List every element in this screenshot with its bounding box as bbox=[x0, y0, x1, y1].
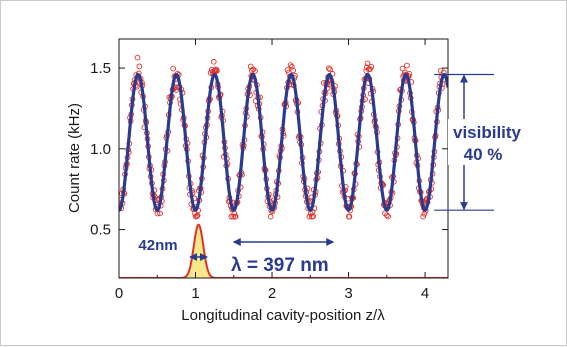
x-tick-label: 2 bbox=[268, 285, 276, 302]
data-point bbox=[382, 210, 388, 217]
x-tick-label: 0 bbox=[115, 285, 123, 302]
data-point bbox=[134, 54, 141, 61]
y-tick-label: 0.5 bbox=[90, 222, 111, 239]
fit-curve bbox=[119, 72, 448, 212]
data-point bbox=[368, 63, 375, 70]
data-point bbox=[399, 65, 406, 72]
data-point bbox=[214, 67, 220, 74]
data-point bbox=[287, 62, 294, 68]
x-axis-label: Longitudinal cavity-position z/λ bbox=[181, 307, 385, 324]
visibility-label: visibility bbox=[453, 123, 522, 142]
data-point bbox=[385, 213, 392, 220]
data-point bbox=[136, 63, 143, 70]
x-tick-label: 1 bbox=[191, 285, 199, 302]
visibility-label-bg bbox=[448, 119, 528, 165]
data-point bbox=[284, 67, 291, 73]
y-axis-label: Count rate (kHz) bbox=[66, 103, 83, 213]
y-tick-label: 1.0 bbox=[90, 141, 111, 158]
data-point bbox=[306, 213, 313, 220]
x-tick-label: 3 bbox=[344, 285, 352, 302]
gaussian-fill bbox=[171, 224, 226, 278]
data-point bbox=[267, 213, 274, 220]
data-point bbox=[230, 213, 236, 220]
x-tick-label: 4 bbox=[421, 285, 429, 302]
wavelength-label: λ = 397 nm bbox=[231, 255, 329, 276]
data-point bbox=[421, 210, 428, 217]
data-point bbox=[420, 213, 427, 220]
fwhm-label: 42nm bbox=[138, 237, 177, 254]
visibility-value: 40 % bbox=[464, 145, 503, 164]
data-point bbox=[249, 67, 255, 74]
data-point bbox=[437, 67, 444, 74]
data-point bbox=[404, 62, 410, 69]
data-point bbox=[232, 213, 239, 220]
data-point bbox=[364, 60, 371, 67]
data-point bbox=[310, 213, 317, 220]
data-point bbox=[194, 213, 200, 220]
data-point bbox=[327, 66, 333, 73]
data-point bbox=[170, 65, 176, 72]
data-point bbox=[325, 65, 332, 72]
y-tick-label: 1.5 bbox=[90, 60, 111, 77]
data-point bbox=[157, 210, 163, 217]
data-point bbox=[289, 63, 295, 70]
data-point bbox=[384, 212, 390, 219]
data-point bbox=[252, 68, 258, 74]
data-point bbox=[346, 213, 353, 220]
data-point bbox=[290, 67, 297, 74]
data-point bbox=[210, 58, 217, 65]
